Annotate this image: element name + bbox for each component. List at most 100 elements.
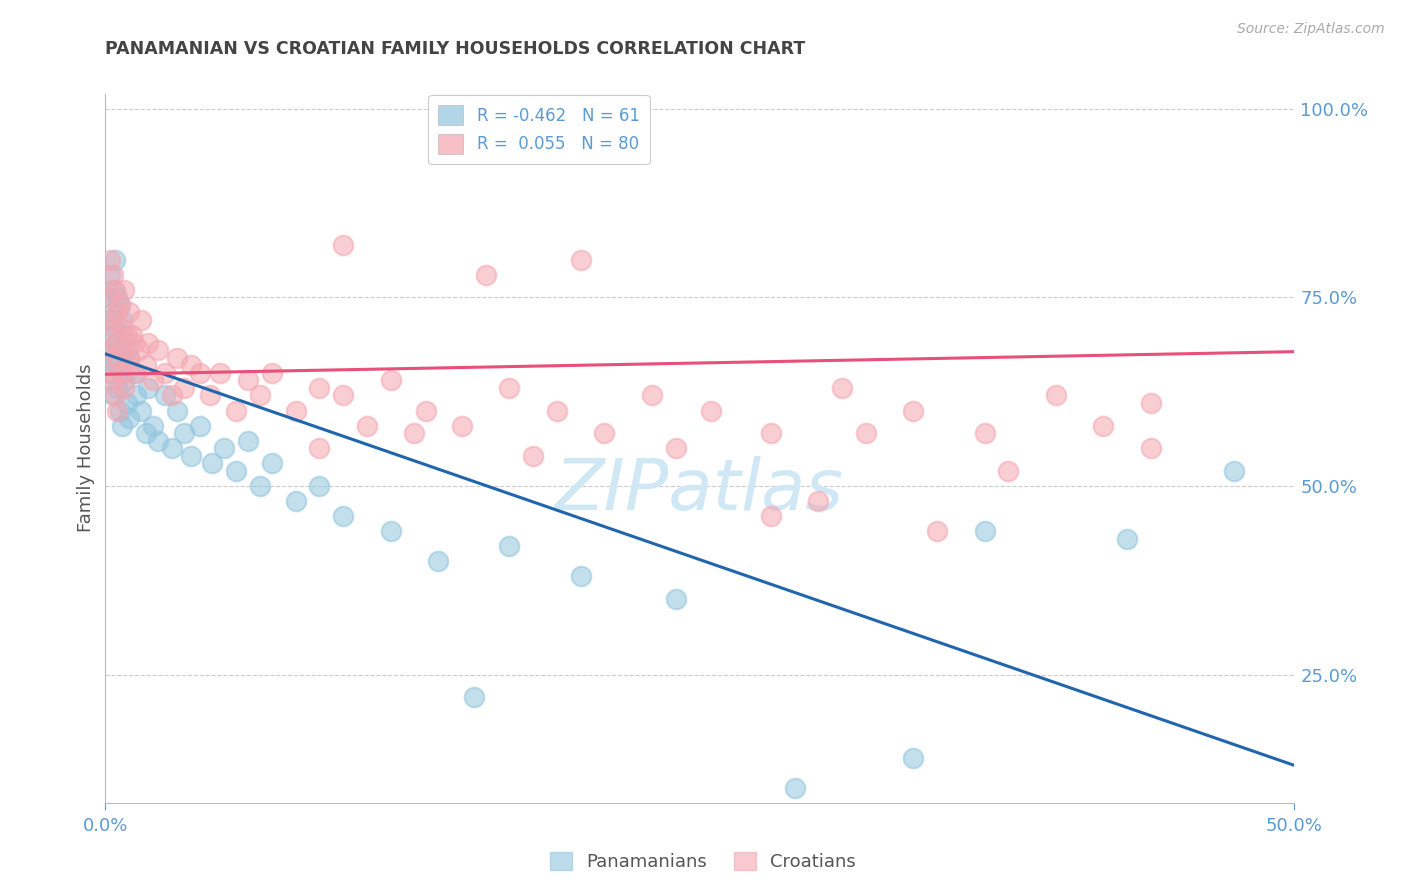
Point [284, 494, 307, 508]
Legend: Panamanians, Croatians: Panamanians, Croatians [543, 845, 863, 879]
Point [118, 351, 141, 365]
Point [114, 283, 136, 297]
Point [114, 373, 136, 387]
Point [98, 252, 121, 267]
Point [114, 328, 136, 343]
Point [104, 320, 127, 334]
Point [115, 396, 138, 410]
Point [308, 442, 330, 456]
Point [925, 524, 948, 539]
Point [249, 388, 271, 402]
Point [973, 524, 995, 539]
Point [135, 426, 157, 441]
Point [173, 381, 195, 395]
Text: PANAMANIAN VS CROATIAN FAMILY HOUSEHOLDS CORRELATION CHART: PANAMANIAN VS CROATIAN FAMILY HOUSEHOLDS… [105, 40, 806, 58]
Point [105, 381, 128, 395]
Point [105, 403, 128, 417]
Point [249, 479, 271, 493]
Point [111, 366, 134, 380]
Point [104, 358, 127, 372]
Point [122, 335, 145, 350]
Point [190, 366, 212, 380]
Point [101, 268, 124, 282]
Point [98, 366, 121, 380]
Point [1140, 442, 1163, 456]
Point [415, 403, 437, 417]
Point [101, 388, 124, 402]
Text: Source: ZipAtlas.com: Source: ZipAtlas.com [1237, 22, 1385, 37]
Point [108, 298, 131, 312]
Point [146, 434, 169, 448]
Point [166, 403, 188, 417]
Point [153, 366, 176, 380]
Point [1092, 418, 1115, 433]
Point [104, 252, 127, 267]
Point [225, 464, 247, 478]
Point [855, 426, 877, 441]
Point [98, 328, 121, 343]
Point [236, 434, 259, 448]
Point [1223, 464, 1246, 478]
Point [122, 366, 145, 380]
Point [546, 403, 568, 417]
Point [1045, 388, 1067, 402]
Point [474, 268, 496, 282]
Point [98, 268, 121, 282]
Point [135, 358, 157, 372]
Point [260, 366, 283, 380]
Point [332, 237, 354, 252]
Point [198, 388, 221, 402]
Point [101, 305, 124, 319]
Point [225, 403, 247, 417]
Point [108, 343, 131, 358]
Point [236, 373, 259, 387]
Point [180, 449, 202, 463]
Point [97, 343, 120, 358]
Point [404, 426, 426, 441]
Point [111, 366, 134, 380]
Point [593, 426, 616, 441]
Point [97, 343, 120, 358]
Point [111, 320, 134, 334]
Point [121, 328, 143, 343]
Point [498, 539, 520, 553]
Point [973, 426, 995, 441]
Point [98, 366, 121, 380]
Text: ZIPatlas: ZIPatlas [555, 457, 844, 525]
Point [115, 358, 138, 372]
Point [98, 313, 121, 327]
Point [118, 305, 141, 319]
Point [108, 298, 131, 312]
Point [380, 373, 402, 387]
Point [214, 442, 236, 456]
Point [114, 381, 136, 395]
Point [142, 418, 165, 433]
Point [201, 456, 224, 470]
Point [166, 351, 188, 365]
Point [665, 442, 688, 456]
Point [356, 418, 378, 433]
Point [111, 418, 134, 433]
Point [332, 509, 354, 524]
Point [308, 479, 330, 493]
Point [111, 313, 134, 327]
Point [129, 403, 152, 417]
Point [118, 411, 141, 425]
Point [125, 388, 148, 402]
Point [125, 366, 148, 380]
Point [101, 320, 124, 334]
Point [136, 381, 159, 395]
Legend: R = -0.462   N = 61, R =  0.055   N = 80: R = -0.462 N = 61, R = 0.055 N = 80 [429, 95, 650, 164]
Point [308, 381, 330, 395]
Point [997, 464, 1019, 478]
Point [522, 449, 544, 463]
Point [759, 509, 782, 524]
Point [380, 524, 402, 539]
Point [97, 290, 120, 304]
Point [569, 569, 592, 583]
Point [427, 554, 450, 568]
Point [208, 366, 231, 380]
Point [831, 381, 853, 395]
Point [105, 305, 128, 319]
Point [105, 335, 128, 350]
